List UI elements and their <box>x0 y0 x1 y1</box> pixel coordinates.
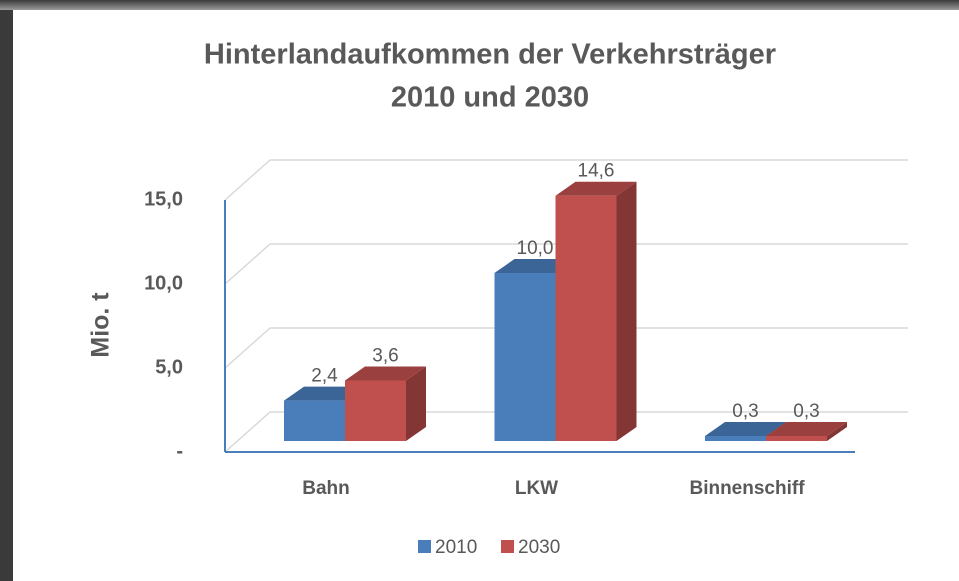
data-label: 14,6 <box>578 161 615 182</box>
bar-top <box>766 421 847 436</box>
chart-area <box>13 10 959 581</box>
frame-top <box>0 0 959 10</box>
bar-top <box>284 386 365 401</box>
bar <box>766 421 847 441</box>
grid-line-side <box>224 327 271 369</box>
data-label: 0,3 <box>732 401 758 422</box>
bar-side <box>616 181 637 441</box>
bar-side <box>406 366 426 441</box>
legend-swatch <box>418 540 431 553</box>
y-tick-label: 5,0 <box>155 356 183 378</box>
bar-side <box>827 421 847 441</box>
bar <box>345 366 426 441</box>
chart-title: Hinterlandaufkommen der Verkehrsträger <box>204 39 776 71</box>
grid-line-side <box>224 411 271 453</box>
y-tick-label: 10,0 <box>144 272 183 294</box>
grid-line-side <box>224 159 271 201</box>
bar <box>555 181 637 441</box>
bar-front <box>284 400 345 441</box>
y-tick-label: - <box>176 440 183 462</box>
x-tick-label: LKW <box>515 478 558 499</box>
x-tick-label: Bahn <box>302 478 350 499</box>
legend-swatch <box>501 540 514 553</box>
bar-front <box>555 195 617 441</box>
bar-front <box>345 380 406 441</box>
data-label: 0,3 <box>793 401 819 422</box>
x-tick-label: Binnenschiff <box>689 478 805 499</box>
bar-top <box>345 366 426 381</box>
bar-top <box>555 181 637 196</box>
chart-title: 2010 und 2030 <box>391 82 589 114</box>
bar-front <box>766 435 827 441</box>
data-label: 3,6 <box>372 346 398 367</box>
bar-top <box>494 259 576 273</box>
legend-label: 2010 <box>435 537 477 558</box>
y-axis-label: Mio. t <box>87 292 115 358</box>
bar-top <box>705 421 786 436</box>
data-label: 10,0 <box>517 238 554 259</box>
bar-front <box>705 435 766 441</box>
data-label: 2,4 <box>311 366 338 387</box>
y-tick-label: 15,0 <box>144 188 183 210</box>
grid-line-side <box>224 243 271 285</box>
bar-front <box>494 273 556 441</box>
legend-label: 2030 <box>518 537 560 558</box>
